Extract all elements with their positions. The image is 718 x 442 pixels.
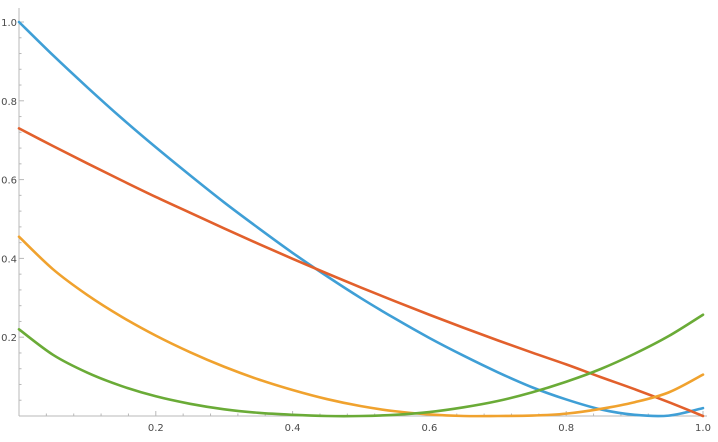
tick-labels-group: 0.2 0.4 0.6 0.8 1.0 0.2 0.4 0.6 0.8 1.0 (1, 18, 711, 434)
y-tick-label: 0.4 (1, 254, 17, 265)
series-group (17, 20, 705, 418)
x-tick-label: 0.2 (148, 423, 164, 434)
x-tick-label: 0.8 (558, 423, 574, 434)
series-line-4 (17, 313, 705, 418)
x-tick-label: 0.6 (421, 423, 437, 434)
series-line-2 (17, 127, 705, 418)
x-tick-label: 1.0 (695, 423, 711, 434)
axes-group (18, 8, 707, 417)
y-tick-label: 1.0 (1, 18, 17, 29)
x-tick-label: 0.4 (285, 423, 301, 434)
series-line-1 (17, 20, 705, 418)
y-tick-label: 0.2 (1, 333, 17, 344)
y-tick-label: 0.8 (1, 97, 17, 108)
y-tick-label: 0.6 (1, 176, 17, 187)
series-line-3 (17, 235, 705, 418)
